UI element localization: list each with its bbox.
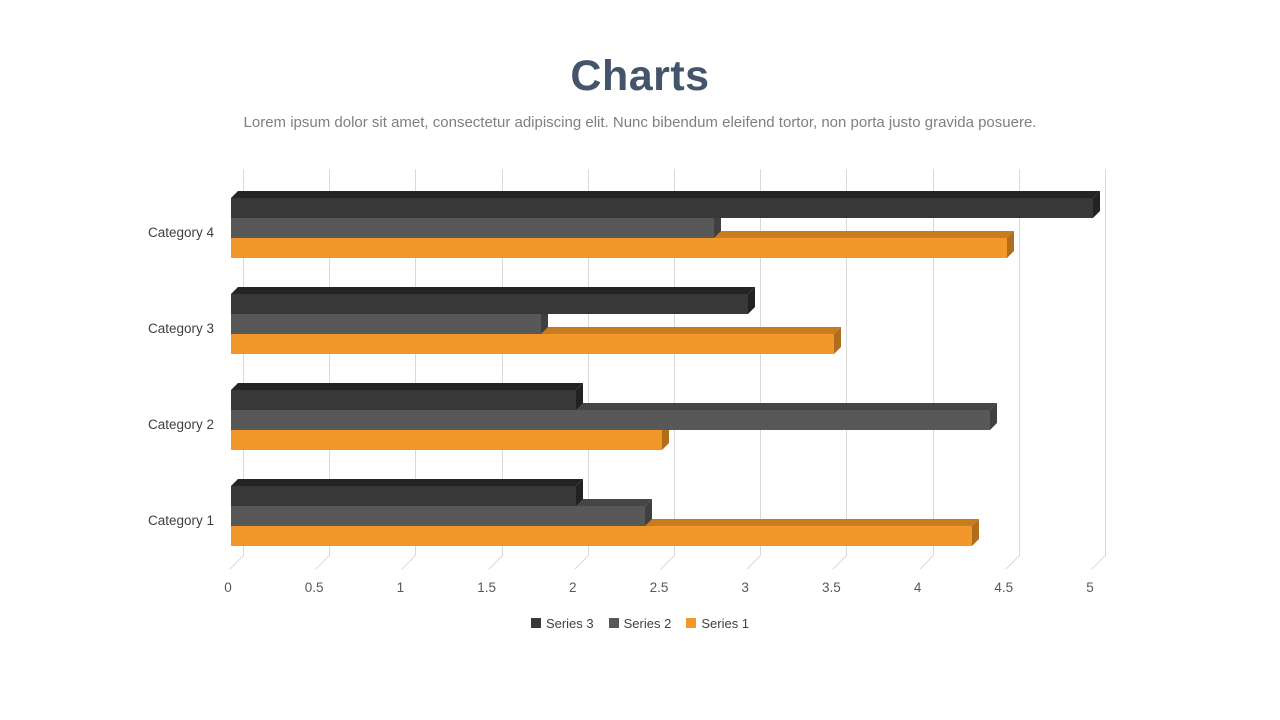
x-tick-label: 4.5 bbox=[994, 580, 1014, 595]
category-label-category-2: Category 2 bbox=[147, 417, 214, 432]
gridline-x-2 bbox=[587, 169, 589, 556]
bar-series-3-category-3 bbox=[231, 294, 749, 314]
bar-series-2-category-4 bbox=[231, 218, 714, 238]
bar-series-2-category-2 bbox=[231, 410, 990, 430]
gridline-x-1 bbox=[415, 169, 417, 556]
bar-series-2-category-1 bbox=[231, 506, 645, 526]
gridline-x-4 bbox=[932, 169, 934, 556]
gridline-x-2.5 bbox=[674, 169, 675, 556]
slide-subtitle: Lorem ipsum dolor sit amet, consectetur … bbox=[243, 114, 1037, 131]
category-label-category-3: Category 3 bbox=[147, 321, 214, 336]
x-tick-label: 5 bbox=[1086, 580, 1094, 595]
tick-connector bbox=[1091, 555, 1106, 570]
gridline-x-5 bbox=[1105, 169, 1106, 556]
x-tick-label: 0 bbox=[224, 580, 232, 595]
bar-series-3-category-1 bbox=[231, 486, 576, 506]
gridline-x-3.5 bbox=[846, 169, 848, 556]
tick-connector bbox=[315, 555, 330, 570]
x-tick-label: 2 bbox=[569, 580, 577, 595]
bar-series-1-category-3 bbox=[231, 334, 835, 354]
gridline-x-0.5 bbox=[329, 169, 331, 556]
bar-series-1-category-4 bbox=[231, 238, 1007, 258]
bar-series-1-category-2 bbox=[231, 430, 662, 450]
legend-swatch-icon bbox=[686, 618, 697, 628]
legend-item-series-1: Series 1 bbox=[686, 616, 749, 631]
tick-connector bbox=[1005, 555, 1020, 570]
legend-label: Series 2 bbox=[623, 615, 672, 631]
x-tick-label: 0.5 bbox=[304, 580, 324, 595]
tick-connector bbox=[919, 555, 934, 570]
legend-label: Series 1 bbox=[701, 615, 750, 631]
x-tick-label: 4 bbox=[913, 580, 922, 595]
legend-item-series-3: Series 3 bbox=[530, 615, 594, 631]
x-tick-label: 3 bbox=[741, 580, 749, 595]
bar-series-3-category-2 bbox=[231, 390, 576, 410]
tick-connector bbox=[229, 555, 244, 570]
category-label-category-1: Category 1 bbox=[147, 513, 214, 528]
gridline-x-4.5 bbox=[1018, 169, 1020, 556]
bar-series-2-category-3 bbox=[231, 314, 542, 334]
gridline-x-1.5 bbox=[501, 169, 503, 556]
gridline-x-0 bbox=[243, 169, 244, 556]
tick-connector bbox=[574, 555, 589, 570]
x-tick-label: 2.5 bbox=[649, 580, 669, 595]
tick-connector bbox=[660, 555, 675, 570]
tick-connector bbox=[832, 555, 847, 570]
bar-series-1-category-1 bbox=[231, 526, 973, 546]
gridline-x-3 bbox=[760, 169, 762, 556]
legend-item-series-2: Series 2 bbox=[608, 615, 672, 631]
x-tick-label: 3.5 bbox=[822, 580, 841, 595]
legend-swatch-icon bbox=[608, 618, 619, 628]
x-tick-label: 1 bbox=[396, 580, 405, 595]
chart-legend: Series 3 Series 2 Series 1 bbox=[0, 614, 1280, 632]
legend-label: Series 3 bbox=[545, 615, 594, 631]
tick-connector bbox=[746, 555, 761, 570]
bar-series-3-category-4 bbox=[231, 198, 1093, 218]
slide-title: Charts bbox=[570, 52, 710, 100]
x-tick-label: 1.5 bbox=[477, 580, 496, 595]
tick-connector bbox=[488, 555, 503, 570]
legend-swatch-icon bbox=[530, 618, 541, 628]
tick-connector bbox=[401, 555, 416, 570]
category-label-category-4: Category 4 bbox=[147, 225, 214, 240]
